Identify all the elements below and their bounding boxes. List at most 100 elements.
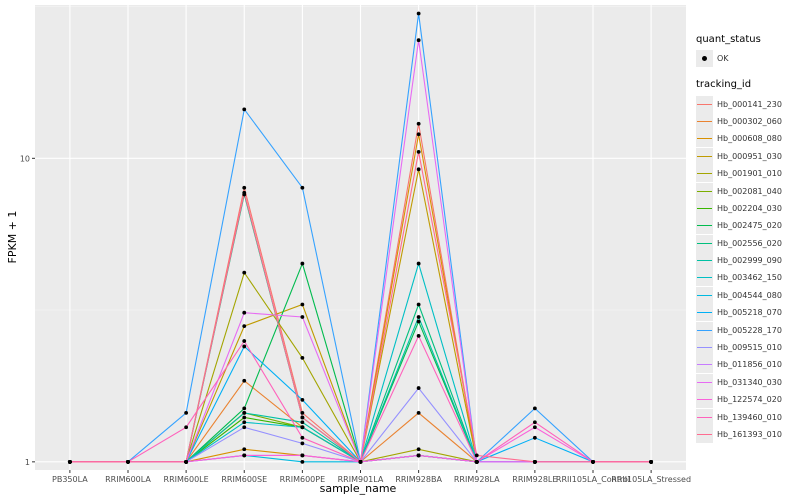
line-swatch-icon	[697, 190, 712, 192]
line-swatch-icon	[697, 277, 712, 279]
data-point	[416, 11, 421, 16]
legend-key	[696, 234, 713, 252]
legend-label: Hb_002204_030	[717, 203, 782, 213]
legend-label: Hb_139460_010	[717, 412, 782, 422]
legend-key	[696, 373, 713, 391]
y-axis-label: FPKM + 1	[6, 211, 19, 264]
legend-key	[696, 426, 713, 443]
data-point	[300, 261, 305, 266]
line-swatch-icon	[697, 364, 712, 366]
legend-label: Hb_161393_010	[717, 430, 782, 439]
legend-label: Hb_009515_010	[717, 343, 782, 353]
legend-label: Hb_000141_230	[717, 99, 782, 109]
line-swatch-icon	[697, 294, 712, 296]
data-point	[649, 459, 654, 464]
line-swatch-icon	[697, 120, 712, 122]
data-point	[300, 453, 305, 458]
legend-label: Hb_011856_010	[717, 360, 782, 370]
data-point	[532, 420, 537, 425]
legend-label: Hb_000302_060	[717, 116, 782, 126]
legend-item: Hb_001901_010	[696, 165, 796, 183]
data-point	[416, 149, 421, 154]
x-tick-label: RRIM600LA	[105, 475, 151, 484]
data-point	[532, 425, 537, 430]
legend-key	[696, 147, 713, 165]
data-point	[416, 132, 421, 137]
data-point	[416, 121, 421, 126]
legend-item: Hb_000302_060	[696, 112, 796, 130]
data-point	[242, 344, 247, 349]
line-swatch-icon	[697, 207, 712, 209]
legend-key	[696, 130, 713, 148]
data-point	[242, 107, 247, 112]
legend-label: Hb_003462_150	[717, 273, 782, 283]
legend-key	[696, 95, 713, 113]
legend-item: Hb_002475_020	[696, 217, 796, 235]
data-point	[242, 185, 247, 190]
data-point	[300, 420, 305, 425]
line-swatch-icon	[697, 225, 712, 227]
data-point	[242, 415, 247, 420]
x-tick-label: RRIM600PE	[280, 475, 326, 484]
legend-item: Hb_002204_030	[696, 199, 796, 217]
data-point	[532, 435, 537, 440]
line-swatch-icon	[697, 242, 712, 244]
data-point	[184, 410, 189, 415]
data-point	[300, 459, 305, 464]
legend-item-ok: OK	[696, 50, 796, 68]
legend-key	[696, 252, 713, 270]
legend-key	[696, 112, 713, 130]
data-points	[67, 11, 654, 464]
legend-label: Hb_000951_030	[717, 151, 782, 161]
legend-key	[696, 199, 713, 217]
data-point	[416, 319, 421, 324]
data-point	[358, 459, 363, 464]
line-swatch-icon	[697, 416, 712, 418]
data-point	[67, 459, 72, 464]
data-point	[300, 410, 305, 415]
line-swatch-icon	[697, 260, 712, 262]
data-point	[416, 315, 421, 319]
x-axis-ticks: PB350LA RRIM600LA RRIM600LE RRIM600SE RRIM60…	[52, 470, 691, 484]
data-point	[300, 441, 305, 446]
data-point	[416, 167, 421, 172]
line-swatch-icon	[697, 138, 712, 140]
y-tick-label: 10	[20, 154, 30, 163]
data-point	[532, 459, 537, 464]
legend-item: Hb_003462_150	[696, 269, 796, 287]
legend-label: Hb_005228_170	[717, 325, 782, 335]
data-point	[242, 339, 247, 343]
legend-key	[696, 408, 713, 426]
x-tick-label: RRIM928LE	[512, 475, 557, 484]
data-point	[242, 425, 247, 430]
data-point	[242, 310, 247, 315]
data-point	[300, 435, 305, 440]
line-swatch-icon	[697, 399, 712, 401]
data-point	[416, 447, 421, 452]
legend-key	[696, 286, 713, 304]
data-point	[242, 190, 247, 195]
legend-key	[696, 165, 713, 183]
data-point	[242, 378, 247, 383]
legend-label: OK	[717, 54, 729, 64]
legend-key	[696, 304, 713, 322]
legend-item: Hb_009515_010	[696, 339, 796, 357]
tracking-id-legend-title: tracking_id	[696, 79, 752, 91]
legend: quant_status OK tracking_id Hb_000141_23…	[696, 34, 796, 455]
x-tick-label: PB350LA	[52, 475, 88, 484]
legend-item: Hb_031340_030	[696, 373, 796, 391]
legend-label: Hb_001901_010	[717, 169, 782, 179]
legend-item: Hb_004544_080	[696, 286, 796, 304]
x-tick-label: RRIM600SE	[221, 475, 267, 484]
legend-label: Hb_002475_020	[717, 221, 782, 231]
legend-item: Hb_002556_020	[696, 234, 796, 252]
line-swatch-icon	[697, 329, 712, 331]
legend-label: Hb_031340_030	[717, 377, 782, 387]
line-swatch-icon	[697, 155, 712, 157]
data-point	[300, 397, 305, 402]
legend-key	[696, 356, 713, 374]
legend-item: Hb_161393_010	[696, 426, 796, 443]
data-point	[242, 406, 247, 411]
data-point	[242, 410, 247, 415]
